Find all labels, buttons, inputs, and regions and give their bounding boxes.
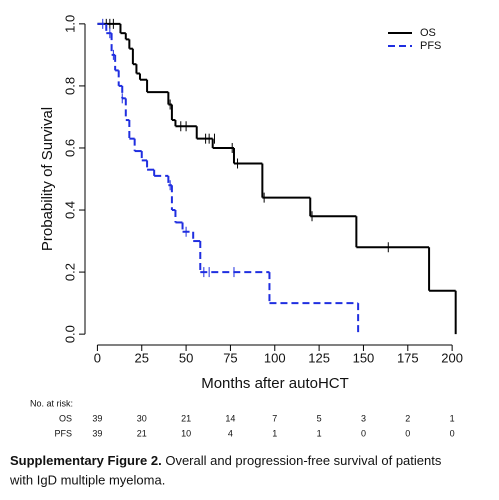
y-tick-label: 1.0	[62, 15, 77, 33]
y-tick-label: 0.4	[62, 201, 77, 219]
risk-row-label: OS	[59, 413, 72, 423]
caption-line: Overall and progression-free survival of…	[165, 453, 442, 468]
risk-value: 1	[317, 428, 322, 438]
risk-value: 21	[181, 413, 191, 423]
risk-value: 0	[361, 428, 366, 438]
legend-label: PFS	[420, 40, 441, 52]
x-tick-label: 125	[308, 350, 330, 365]
risk-value: 5	[317, 413, 322, 423]
risk-value: 39	[92, 413, 102, 423]
x-tick-label: 175	[397, 350, 419, 365]
risk-value: 7	[272, 413, 277, 423]
y-tick-label: 0.6	[62, 139, 77, 157]
risk-value: 0	[450, 428, 455, 438]
x-tick-label: 100	[264, 350, 286, 365]
x-tick-label: 0	[94, 350, 101, 365]
risk-value: 3	[361, 413, 366, 423]
risk-value: 21	[137, 428, 147, 438]
y-tick-label: 0.0	[62, 325, 77, 343]
risk-value: 39	[92, 428, 102, 438]
risk-value: 1	[450, 413, 455, 423]
x-tick-label: 200	[441, 350, 463, 365]
risk-value: 4	[228, 428, 233, 438]
risk-value: 30	[137, 413, 147, 423]
y-tick-label: 0.8	[62, 77, 77, 95]
x-tick-label: 25	[135, 350, 149, 365]
y-tick-label: 0.2	[62, 263, 77, 281]
risk-table-title: No. at risk:	[30, 398, 73, 408]
caption: Supplementary Figure 2. Overall and prog…	[10, 453, 442, 468]
x-tick-label: 75	[223, 350, 237, 365]
risk-value: 10	[181, 428, 191, 438]
risk-value: 0	[405, 428, 410, 438]
legend-label: OS	[420, 27, 436, 39]
x-axis-label: Months after autoHCT	[201, 375, 349, 392]
y-axis-label: Probability of Survival	[39, 107, 56, 251]
risk-value: 2	[405, 413, 410, 423]
risk-value: 1	[272, 428, 277, 438]
caption-line: with IgD multiple myeloma.	[9, 472, 165, 487]
caption-label: Supplementary Figure 2.	[10, 453, 162, 468]
x-tick-label: 150	[353, 350, 375, 365]
x-tick-label: 50	[179, 350, 193, 365]
risk-row-label: PFS	[54, 428, 72, 438]
risk-value: 14	[225, 413, 235, 423]
